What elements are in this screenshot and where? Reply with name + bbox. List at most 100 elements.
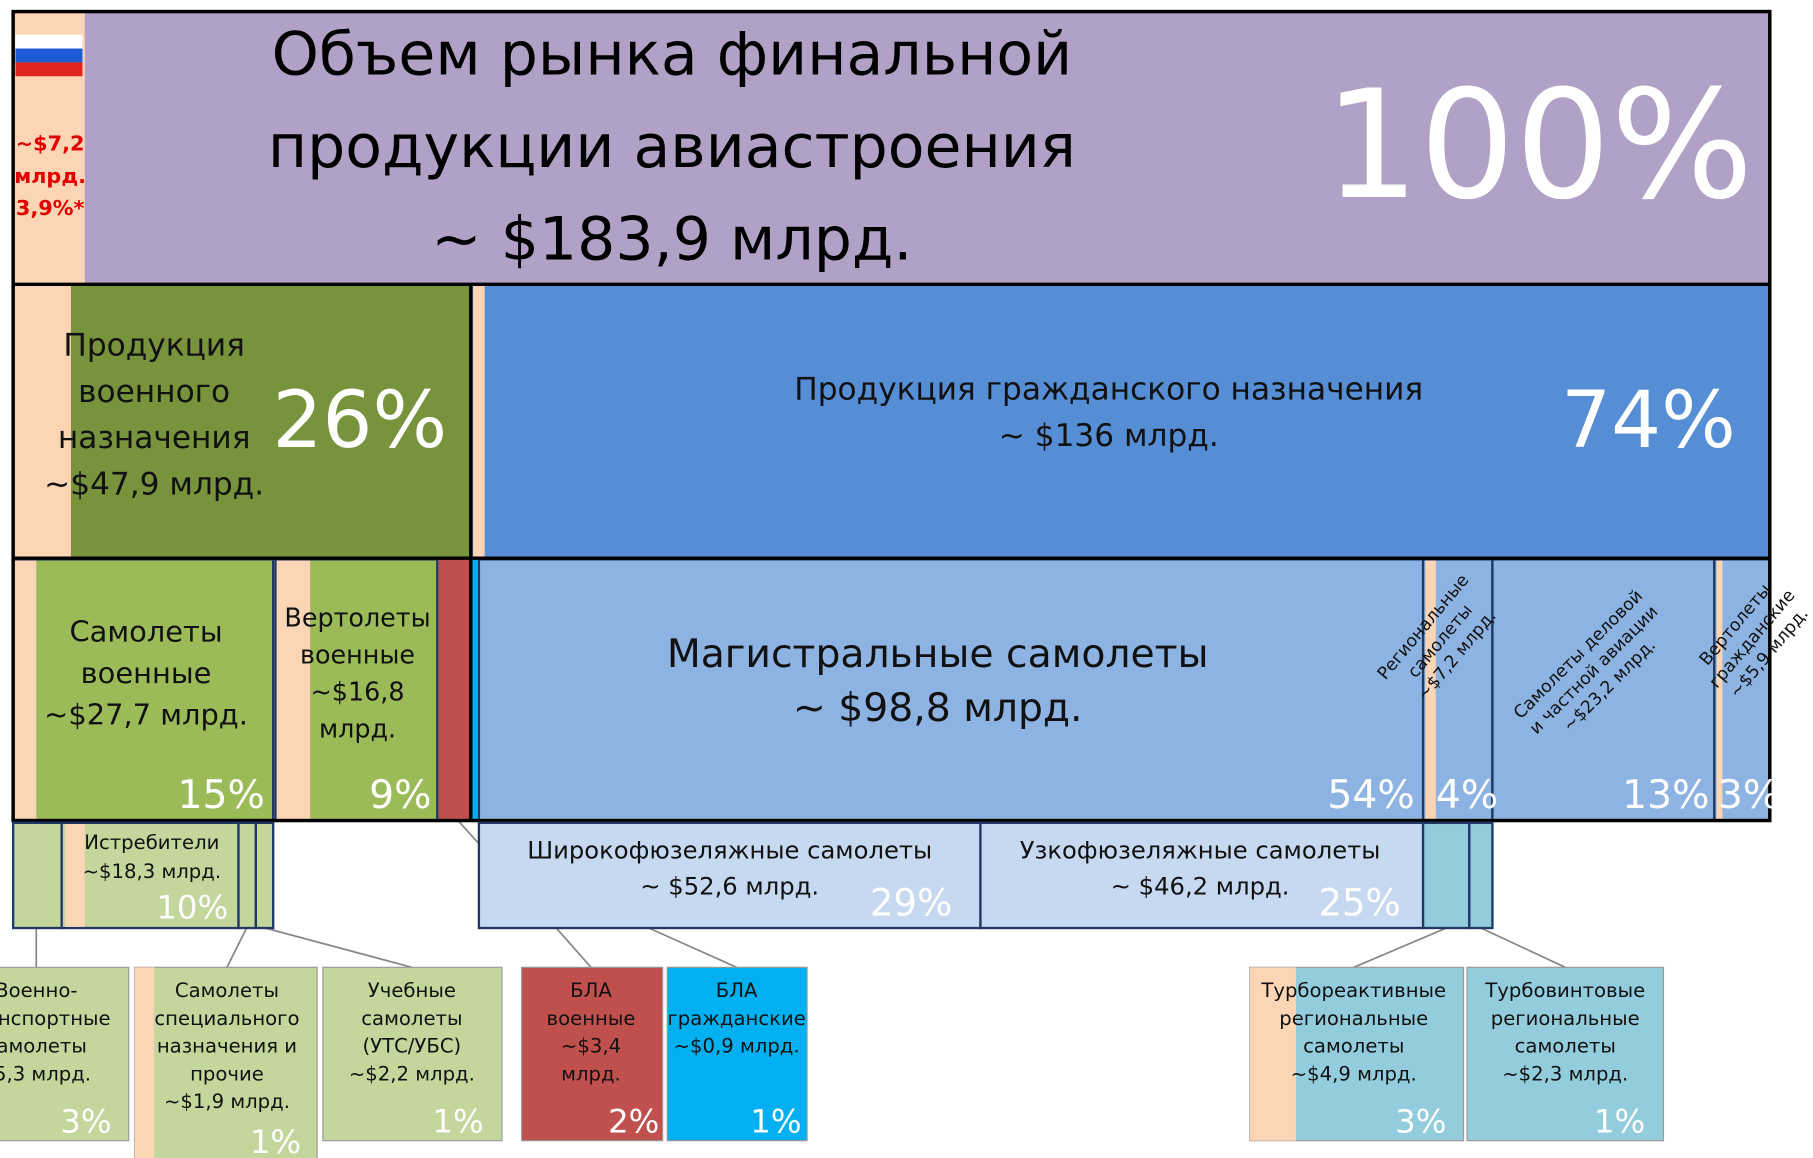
block-label: Вертолеты военные ~$16,8 млрд. xyxy=(284,602,430,743)
label-line: Учебные xyxy=(368,979,456,1002)
share: 10% xyxy=(156,889,228,927)
label-line: ~$3,4 xyxy=(561,1035,621,1058)
label-line: Магистральные самолеты xyxy=(667,632,1209,677)
block-label: Турбовинтовые региональные самолеты ~$2,3 м… xyxy=(1484,979,1645,1085)
label-line: Узкофюзеляжные самолеты xyxy=(1020,836,1381,865)
share: 9% xyxy=(369,773,431,818)
label-line: ~$0,9 млрд. xyxy=(674,1035,800,1058)
block-label: Истребители ~$18,3 млрд. xyxy=(83,831,221,883)
share: 3% xyxy=(60,1102,111,1140)
label-line: ~$2,2 млрд. xyxy=(349,1062,475,1085)
label-line: региональные xyxy=(1279,1007,1428,1030)
label-line: ~ $183,9 млрд. xyxy=(431,204,912,274)
block xyxy=(0,966,130,1142)
block xyxy=(11,558,275,822)
label-line: прочие xyxy=(190,1062,264,1085)
label-line: ~ $52,6 млрд. xyxy=(640,872,819,901)
label-line: военные xyxy=(81,656,212,690)
label-line: Вертолеты xyxy=(284,602,430,632)
label-line: самолеты xyxy=(0,1035,87,1058)
block xyxy=(438,559,470,821)
blocks xyxy=(0,9,1772,1158)
share: 1% xyxy=(750,1102,801,1140)
label-line: Самолеты xyxy=(69,614,222,648)
label-line: ~$18,3 млрд. xyxy=(83,860,221,883)
share: 1% xyxy=(250,1123,301,1158)
block-label: Узкофюзеляжные самолеты ~ $46,2 млрд. xyxy=(1020,836,1381,901)
label-line: Продукция гражданского назначения xyxy=(794,372,1423,408)
label-line: самолеты xyxy=(1303,1035,1404,1058)
civil-block xyxy=(471,285,1770,558)
label-line: ~ $46,2 млрд. xyxy=(1111,872,1290,901)
block xyxy=(666,966,808,1142)
russia-share xyxy=(13,285,71,558)
label-line: Широкофюзеляжные самолеты xyxy=(527,836,932,865)
block-label: Самолеты специального назначения и прочие ~$… xyxy=(154,979,299,1113)
block-label: Магистральные самолеты ~ $98,8 млрд. xyxy=(667,632,1209,731)
block-label: БЛА гражданские ~$0,9 млрд. xyxy=(667,979,805,1057)
block-label: Продукция военного назначения ~$47,9 млрд. xyxy=(44,328,264,503)
label-line: военного xyxy=(78,374,230,410)
russia-share xyxy=(65,824,85,927)
label-line: назначения и xyxy=(157,1035,297,1058)
label-line: ~$4,9 млрд. xyxy=(1291,1062,1417,1085)
label-line: военные xyxy=(547,1007,636,1030)
russia-share xyxy=(14,560,37,820)
block-label: Самолеты военные ~$27,7 млрд. xyxy=(44,614,248,731)
label-line: млрд. xyxy=(14,164,86,188)
russia-share xyxy=(1425,560,1436,820)
label-line: (УТС/УБС) xyxy=(363,1035,462,1058)
label-line: гражданские xyxy=(667,1007,805,1030)
block xyxy=(477,558,1425,822)
label-line: Самолеты xyxy=(175,979,279,1002)
block xyxy=(979,821,1425,930)
connectors xyxy=(35,819,1566,969)
block xyxy=(60,821,240,930)
block xyxy=(254,821,275,930)
block xyxy=(469,559,478,821)
block-label: Широкофюзеляжные самолеты ~ $52,6 млрд. xyxy=(527,836,932,901)
russia-share xyxy=(276,560,311,820)
block xyxy=(322,966,503,1142)
russia-share xyxy=(1249,967,1296,1141)
label-line: ~$2,3 млрд. xyxy=(1502,1062,1628,1085)
share: 4% xyxy=(1436,773,1498,818)
share: 3% xyxy=(1718,773,1780,818)
label-line: самолеты xyxy=(1515,1035,1616,1058)
russia-share xyxy=(473,285,485,558)
share: 3% xyxy=(1395,1102,1446,1140)
frame xyxy=(11,9,1772,823)
block-label: ~$7,2 млрд. 3,9%* xyxy=(14,131,86,220)
share: 2% xyxy=(608,1102,659,1140)
label-line: ~ $98,8 млрд. xyxy=(793,686,1083,731)
label-line: транспортные xyxy=(0,1007,111,1030)
flag xyxy=(15,62,83,77)
block-label: Учебные самолеты (УТС/УБС) ~$2,2 млрд. xyxy=(349,979,475,1085)
block xyxy=(1421,821,1471,930)
label-line: Истребители xyxy=(84,831,219,854)
share: 29% xyxy=(870,881,952,924)
label-line: ~$16,8 xyxy=(311,676,405,706)
label-line: Объем рынка финальной xyxy=(272,19,1073,89)
block-label: Военно-транспортные самолеты $5,3 млрд. xyxy=(0,979,111,1085)
label-line: продукции авиастроения xyxy=(268,112,1076,182)
share: 1% xyxy=(432,1102,483,1140)
label-line: ~$7,2 xyxy=(16,131,85,155)
military-block xyxy=(13,285,470,558)
label-line: назначения xyxy=(58,420,251,456)
share: 26% xyxy=(273,374,448,466)
label-line: ~ $136 млрд. xyxy=(999,418,1219,454)
flag xyxy=(15,34,83,49)
block xyxy=(1713,558,1771,822)
block xyxy=(133,966,318,1158)
label-line: Турбореактивные xyxy=(1260,979,1446,1002)
block-label: Турбореактивные региональные самолеты ~$4,9… xyxy=(1260,979,1446,1085)
block xyxy=(1466,966,1665,1142)
block xyxy=(1468,821,1494,930)
label-line: ~$1,9 млрд. xyxy=(164,1090,290,1113)
block xyxy=(477,821,982,930)
share: 100% xyxy=(1324,59,1753,233)
label-line: специального xyxy=(154,1007,299,1030)
